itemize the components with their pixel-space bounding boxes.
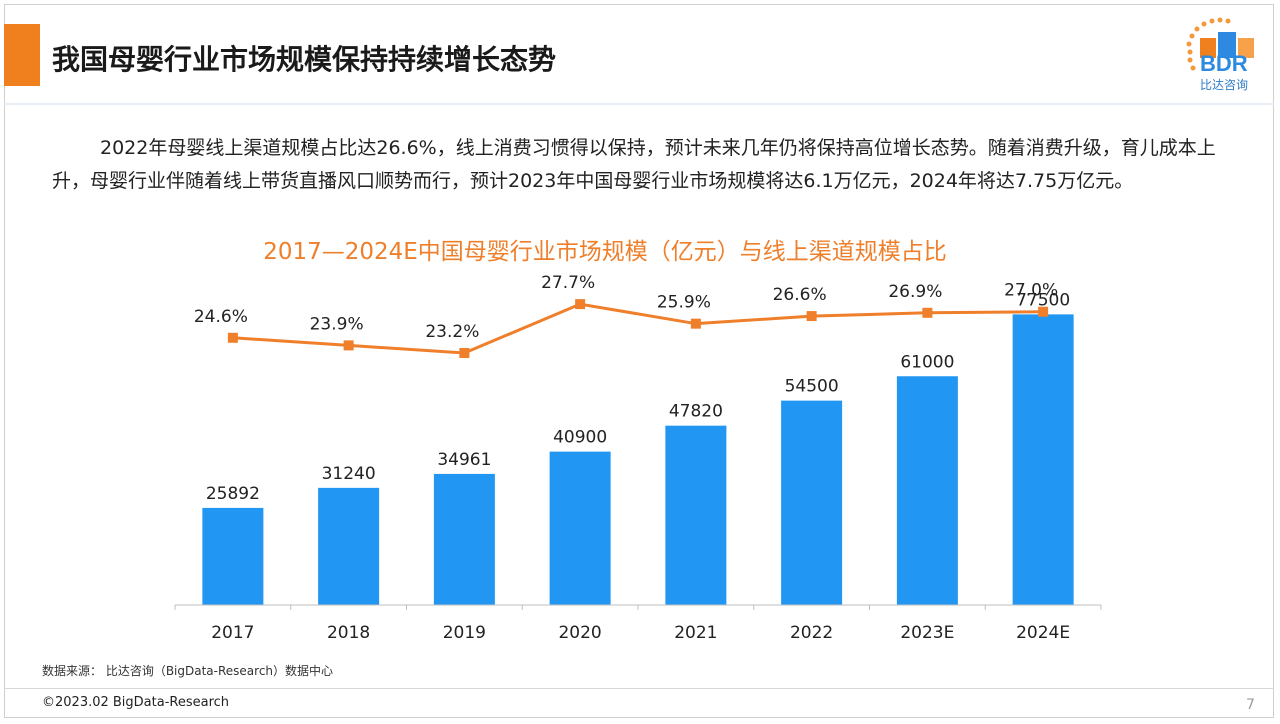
logo-subtitle: 比达咨询: [1200, 78, 1249, 92]
share-value-label: 26.9%: [888, 282, 942, 302]
share-value-label: 24.6%: [194, 307, 248, 327]
bar-value-label: 34961: [437, 450, 491, 470]
x-tick-label: 2021: [674, 623, 717, 643]
x-tick-label: 2022: [790, 623, 833, 643]
x-tick-label: 2024E: [1016, 623, 1070, 643]
share-point: [343, 340, 354, 351]
bar-2023E: [896, 376, 958, 605]
x-tick-label: 2023E: [900, 623, 954, 643]
logo-text: BDR: [1200, 51, 1248, 76]
share-point: [459, 348, 470, 358]
header-divider: [4, 103, 1274, 105]
share-point: [227, 332, 238, 343]
footer-divider: [4, 688, 1274, 689]
bar-value-label: 47820: [669, 402, 723, 422]
page-title: 我国母婴行业市场规模保持持续增长态势: [52, 43, 557, 76]
bar-2018: [318, 487, 380, 605]
share-point: [806, 311, 817, 322]
share-value-label: 23.2%: [425, 322, 479, 342]
share-line: [232, 302, 1044, 355]
bar-2021: [665, 425, 727, 605]
logo-dots-icon: [1186, 17, 1231, 71]
bar-value-label: 31240: [322, 464, 376, 484]
bar-2019: [433, 473, 495, 605]
bar-2017: [202, 507, 264, 605]
data-source: 数据来源： 比达咨询（BigData-Research）数据中心: [42, 664, 334, 678]
header-accent-bar: [4, 24, 40, 86]
bar-value-label: 25892: [206, 484, 260, 504]
bar-value-label: 54500: [785, 377, 839, 397]
share-value-label: 26.6%: [773, 285, 827, 305]
share-value-label: 27.7%: [541, 273, 595, 293]
share-point: [690, 318, 701, 329]
bdr-logo: BDR: [1186, 17, 1254, 76]
bar-2022: [781, 400, 843, 605]
share-value-label: 27.0%: [1004, 281, 1058, 301]
share-value-label: 23.9%: [310, 314, 364, 334]
share-point: [1038, 306, 1049, 317]
bar-value-label: 61000: [900, 352, 954, 372]
x-tick-label: 2019: [443, 623, 486, 643]
bar-value-label: 40900: [553, 428, 607, 448]
x-tick-label: 2018: [327, 623, 370, 643]
share-point: [575, 299, 586, 310]
bar-value-label: 77500: [1016, 290, 1070, 310]
bar-2020: [549, 451, 611, 605]
logo-blocks-icon: [1200, 32, 1254, 58]
body-paragraph: 2022年母婴线上渠道规模占比达26.6%，线上消费习惯得以保持，预计未来几年仍…: [52, 137, 1216, 192]
page-number: 7: [1246, 697, 1255, 713]
share-value-label: 25.9%: [657, 293, 711, 313]
x-tick-label: 2020: [558, 623, 601, 643]
bar-2024E: [1012, 314, 1074, 605]
copyright: ©2023.02 BigData-Research: [42, 695, 230, 710]
chart-title: 2017—2024E中国母婴行业市场规模（亿元）与线上渠道规模占比: [263, 239, 947, 265]
x-tick-label: 2017: [211, 623, 254, 643]
slide-frame: [4, 4, 1274, 718]
share-point: [922, 307, 933, 318]
